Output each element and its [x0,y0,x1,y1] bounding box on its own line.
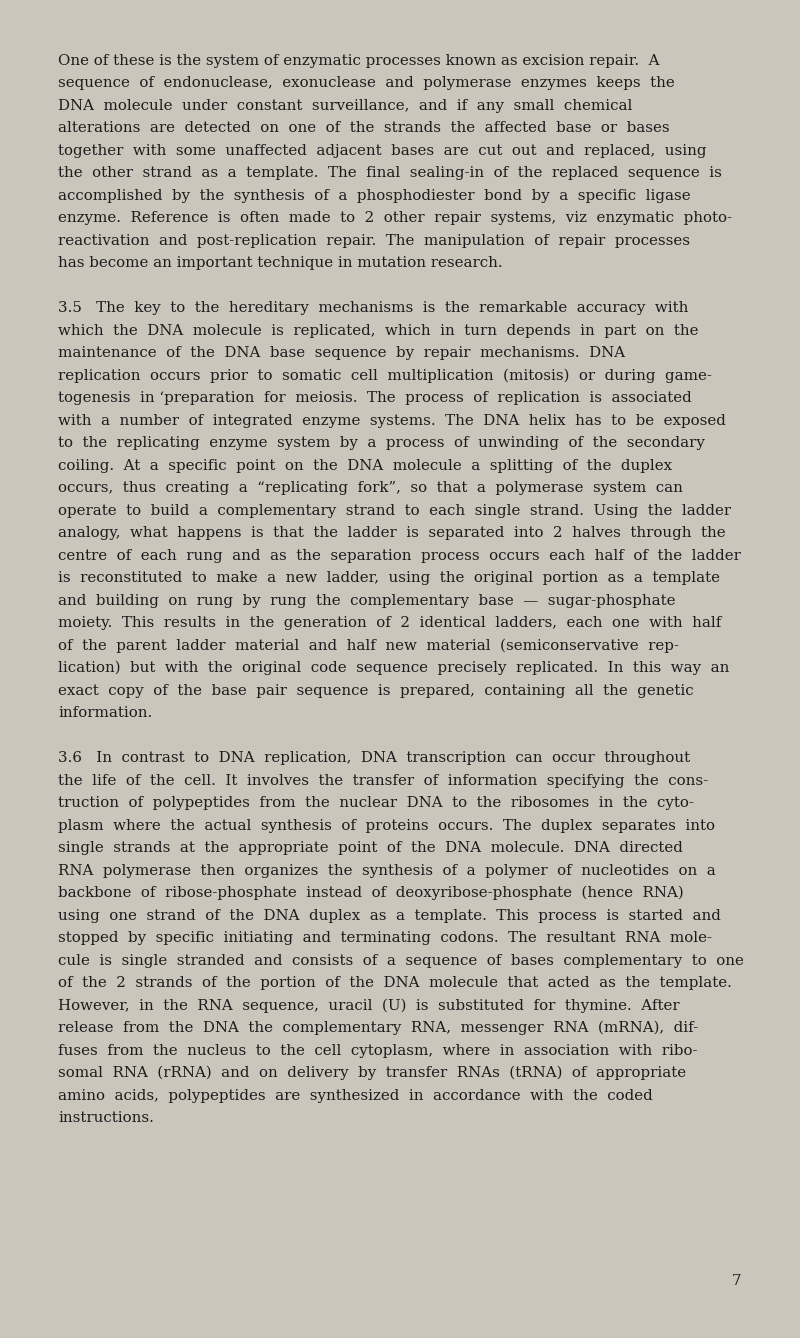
Text: fuses  from  the  nucleus  to  the  cell  cytoplasm,  where  in  association  wi: fuses from the nucleus to the cell cytop… [58,1044,698,1057]
Text: amino  acids,  polypeptides  are  synthesized  in  accordance  with  the  coded: amino acids, polypeptides are synthesize… [58,1089,653,1103]
Text: the  other  strand  as  a  template.  The  final  sealing-in  of  the  replaced : the other strand as a template. The fina… [58,166,722,181]
Text: stopped  by  specific  initiating  and  terminating  codons.  The  resultant  RN: stopped by specific initiating and termi… [58,931,712,945]
Text: truction  of  polypeptides  from  the  nuclear  DNA  to  the  ribosomes  in  the: truction of polypeptides from the nuclea… [58,796,694,809]
Text: single  strands  at  the  appropriate  point  of  the  DNA  molecule.  DNA  dire: single strands at the appropriate point … [58,842,683,855]
Text: sequence  of  endonuclease,  exonuclease  and  polymerase  enzymes  keeps  the: sequence of endonuclease, exonuclease an… [58,76,674,90]
Text: is  reconstituted  to  make  a  new  ladder,  using  the  original  portion  as : is reconstituted to make a new ladder, u… [58,571,720,585]
Text: using  one  strand  of  the  DNA  duplex  as  a  template.  This  process  is  s: using one strand of the DNA duplex as a … [58,909,721,922]
Text: operate  to  build  a  complementary  strand  to  each  single  strand.  Using  : operate to build a complementary strand … [58,503,731,518]
Text: together  with  some  unaffected  adjacent  bases  are  cut  out  and  replaced,: together with some unaffected adjacent b… [58,143,706,158]
Text: and  building  on  rung  by  rung  the  complementary  base  —  sugar-phosphate: and building on rung by rung the complem… [58,594,675,607]
Text: One of these is the system of enzymatic processes known as excision repair.  A: One of these is the system of enzymatic … [58,54,659,67]
Text: 3.6   In  contrast  to  DNA  replication,  DNA  transcription  can  occur  throu: 3.6 In contrast to DNA replication, DNA … [58,751,690,765]
Text: replication  occurs  prior  to  somatic  cell  multiplication  (mitosis)  or  du: replication occurs prior to somatic cell… [58,368,712,383]
Text: togenesis  in ‘preparation  for  meiosis.  The  process  of  replication  is  as: togenesis in ‘preparation for meiosis. T… [58,391,692,405]
Text: DNA  molecule  under  constant  surveillance,  and  if  any  small  chemical: DNA molecule under constant surveillance… [58,99,632,112]
Text: accomplished  by  the  synthesis  of  a  phosphodiester  bond  by  a  specific  : accomplished by the synthesis of a phosp… [58,189,690,202]
Text: backbone  of  ribose-phosphate  instead  of  deoxyribose-phosphate  (hence  RNA): backbone of ribose-phosphate instead of … [58,886,684,900]
Text: enzyme.  Reference  is  often  made  to  2  other  repair  systems,  viz  enzyma: enzyme. Reference is often made to 2 oth… [58,211,732,225]
Text: has become an important technique in mutation research.: has become an important technique in mut… [58,256,502,270]
Text: of  the  2  strands  of  the  portion  of  the  DNA  molecule  that  acted  as  : of the 2 strands of the portion of the D… [58,975,732,990]
Text: However,  in  the  RNA  sequence,  uracil  (U)  is  substituted  for  thymine.  : However, in the RNA sequence, uracil (U)… [58,998,680,1013]
Text: the  life  of  the  cell.  It  involves  the  transfer  of  information  specify: the life of the cell. It involves the tr… [58,773,708,788]
Text: analogy,  what  happens  is  that  the  ladder  is  separated  into  2  halves  : analogy, what happens is that the ladder… [58,526,726,541]
Text: moiety.  This  results  in  the  generation  of  2  identical  ladders,  each  o: moiety. This results in the generation o… [58,615,722,630]
Text: 7: 7 [732,1274,742,1287]
Text: occurs,  thus  creating  a  “replicating  fork”,  so  that  a  polymerase  syste: occurs, thus creating a “replicating for… [58,482,683,495]
Text: maintenance  of  the  DNA  base  sequence  by  repair  mechanisms.  DNA: maintenance of the DNA base sequence by … [58,347,625,360]
Text: instructions.: instructions. [58,1111,154,1125]
Text: 3.5   The  key  to  the  hereditary  mechanisms  is  the  remarkable  accuracy  : 3.5 The key to the hereditary mechanisms… [58,301,688,314]
Text: cule  is  single  stranded  and  consists  of  a  sequence  of  bases  complemen: cule is single stranded and consists of … [58,954,744,967]
Text: somal  RNA  (rRNA)  and  on  delivery  by  transfer  RNAs  (tRNA)  of  appropria: somal RNA (rRNA) and on delivery by tran… [58,1066,686,1080]
Text: RNA  polymerase  then  organizes  the  synthesis  of  a  polymer  of  nucleotide: RNA polymerase then organizes the synthe… [58,863,716,878]
Text: of  the  parent  ladder  material  and  half  new  material  (semiconservative  : of the parent ladder material and half n… [58,638,679,653]
Text: reactivation  and  post-replication  repair.  The  manipulation  of  repair  pro: reactivation and post-replication repair… [58,234,690,248]
Text: centre  of  each  rung  and  as  the  separation  process  occurs  each  half  o: centre of each rung and as the separatio… [58,549,741,562]
Text: to  the  replicating  enzyme  system  by  a  process  of  unwinding  of  the  se: to the replicating enzyme system by a pr… [58,436,705,450]
Text: coiling.  At  a  specific  point  on  the  DNA  molecule  a  splitting  of  the : coiling. At a specific point on the DNA … [58,459,672,472]
Text: exact  copy  of  the  base  pair  sequence  is  prepared,  containing  all  the : exact copy of the base pair sequence is … [58,684,694,697]
Text: which  the  DNA  molecule  is  replicated,  which  in  turn  depends  in  part  : which the DNA molecule is replicated, wh… [58,324,698,337]
Text: release  from  the  DNA  the  complementary  RNA,  messenger  RNA  (mRNA),  dif-: release from the DNA the complementary R… [58,1021,698,1036]
Text: plasm  where  the  actual  synthesis  of  proteins  occurs.  The  duplex  separa: plasm where the actual synthesis of prot… [58,819,715,832]
Text: information.: information. [58,706,152,720]
Text: alterations  are  detected  on  one  of  the  strands  the  affected  base  or  : alterations are detected on one of the s… [58,120,670,135]
Text: with  a  number  of  integrated  enzyme  systems.  The  DNA  helix  has  to  be : with a number of integrated enzyme syste… [58,413,726,428]
Text: lication)  but  with  the  original  code  sequence  precisely  replicated.  In : lication) but with the original code seq… [58,661,730,676]
